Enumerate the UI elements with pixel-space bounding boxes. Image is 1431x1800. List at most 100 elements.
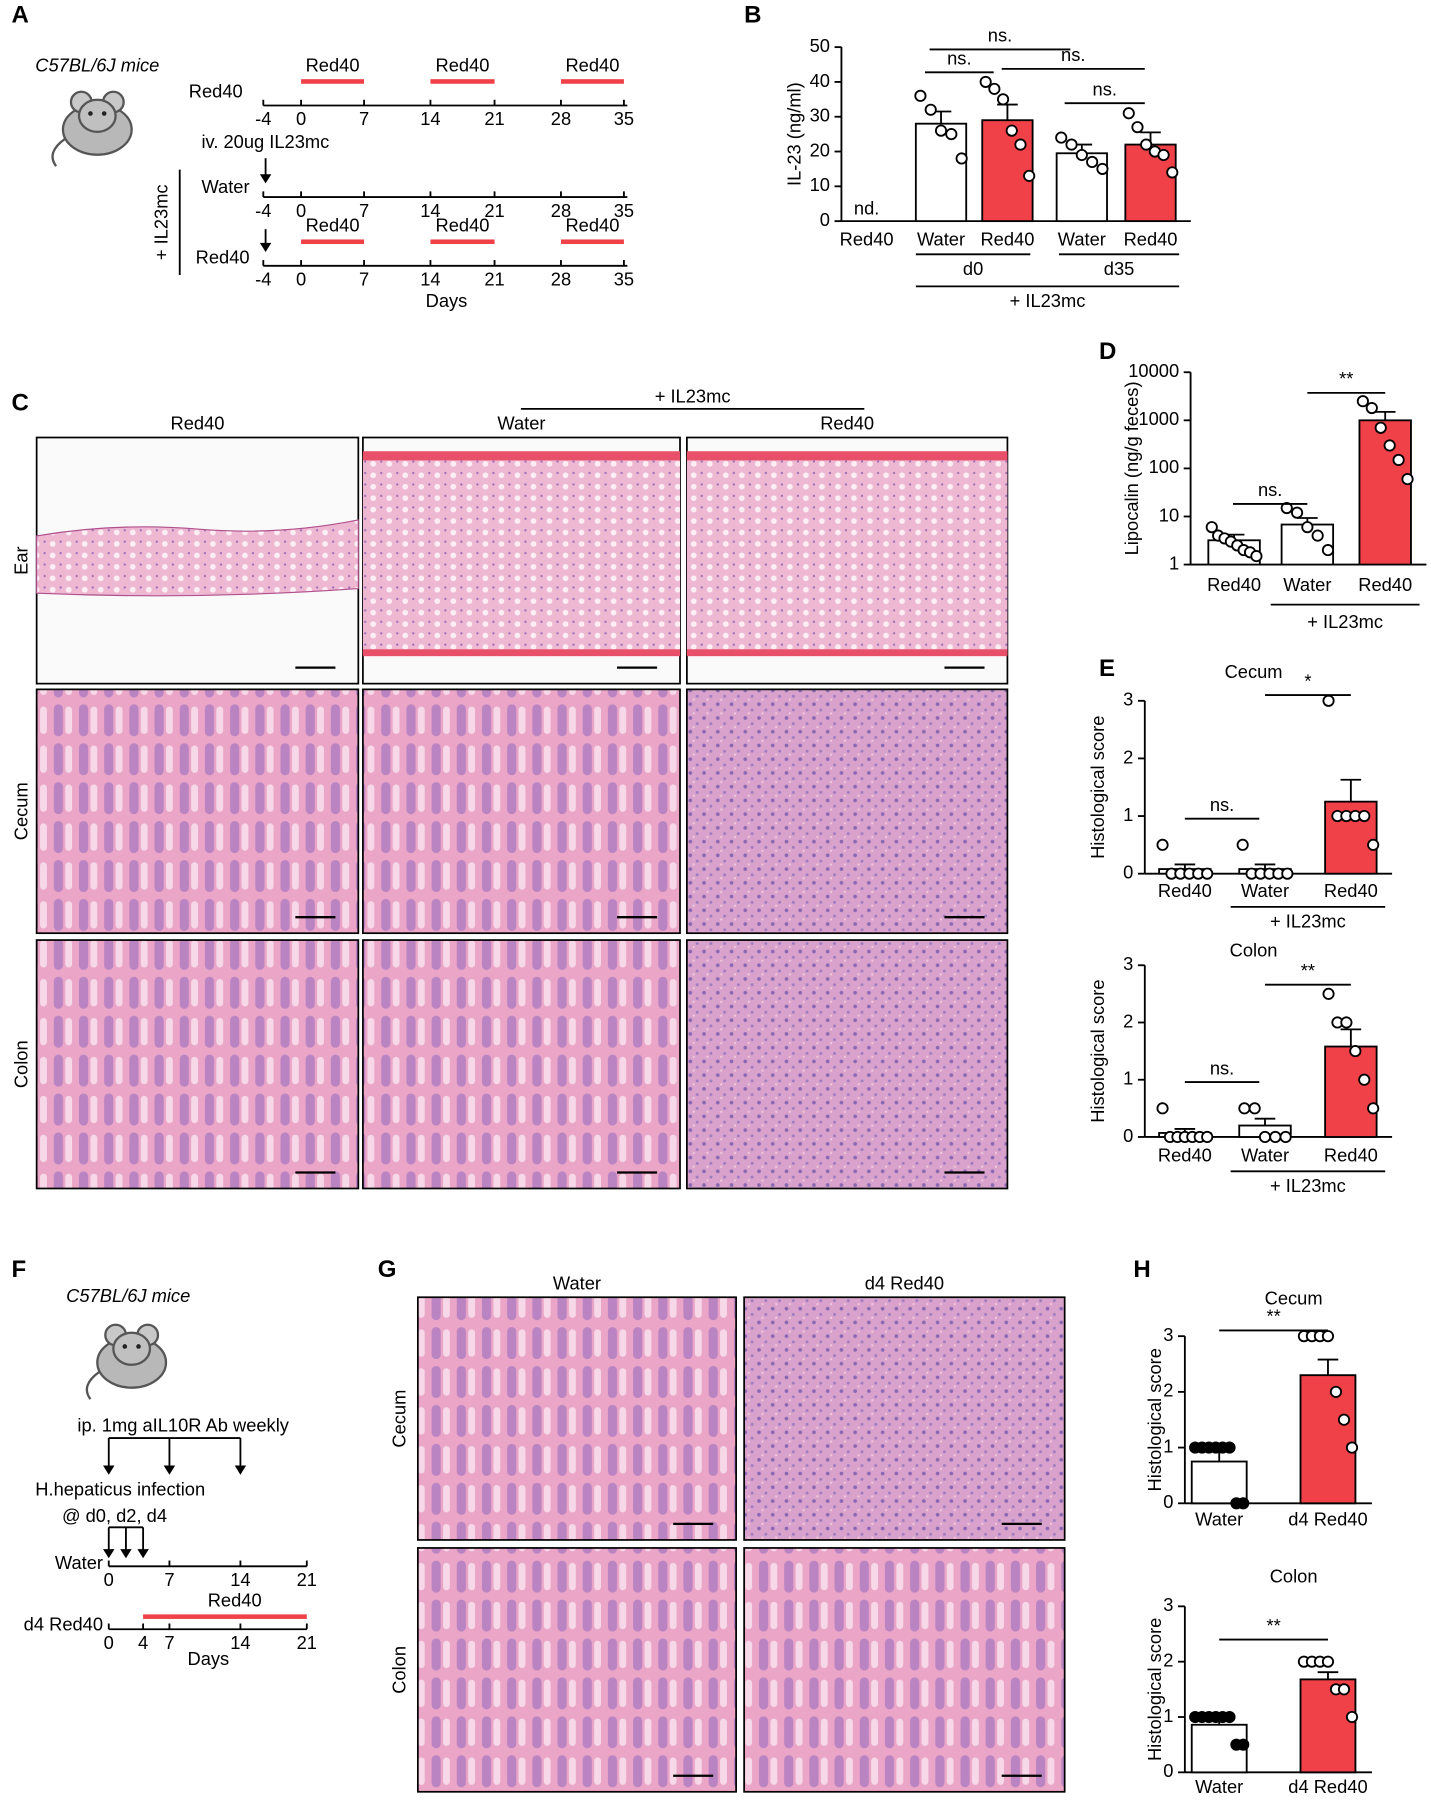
- x-tick-label: Water: [1195, 1508, 1243, 1529]
- treatment-bar: [560, 239, 624, 245]
- y-tick-label: 40: [810, 70, 830, 91]
- significance-label: ns.: [1210, 794, 1234, 815]
- x-tick-label: Water: [917, 228, 965, 249]
- data-point: [1301, 521, 1314, 534]
- x-tick-label: Red40: [1158, 880, 1212, 901]
- group-label: d0: [963, 258, 983, 279]
- tissue: [36, 519, 359, 597]
- tissue-edge: [362, 649, 681, 657]
- y-tick-label: 0: [1123, 862, 1133, 883]
- panel-label: C: [11, 390, 28, 417]
- panel-label: F: [11, 1256, 26, 1283]
- y-axis-label: Histological score: [1087, 979, 1108, 1122]
- panel-label: A: [11, 2, 28, 29]
- timeline-label: 21: [297, 1632, 317, 1653]
- row-label: Cecum: [11, 782, 32, 840]
- row-label: Colon: [389, 1646, 410, 1694]
- treatment-bar: [430, 79, 495, 84]
- data-point: [1156, 1102, 1169, 1115]
- timeline-label: 21: [297, 1569, 317, 1590]
- chart-title: Cecum: [1265, 1287, 1323, 1308]
- data-point: [1238, 1102, 1251, 1115]
- y-axis-label: Histological score: [1144, 1618, 1165, 1761]
- panel-label: B: [744, 2, 761, 29]
- data-point: [1122, 107, 1135, 120]
- significance-label: **: [1339, 368, 1353, 389]
- tissue-edge: [362, 451, 681, 461]
- tissue: [362, 454, 681, 656]
- histology-image: [35, 939, 360, 1190]
- chart-title: Cecum: [1225, 661, 1283, 682]
- y-tick-label: 2: [1123, 1010, 1133, 1031]
- y-tick-label: 1: [1163, 1705, 1173, 1726]
- data-point: [1358, 809, 1371, 823]
- data-point: [1250, 550, 1263, 563]
- timeline-label: 14: [230, 1632, 250, 1653]
- arrow-head: [234, 1465, 247, 1475]
- bar: [914, 122, 968, 223]
- data-point: [1280, 501, 1293, 515]
- significance-label: ns.: [1210, 1057, 1234, 1078]
- data-point: [914, 89, 927, 102]
- data-point: [1322, 987, 1335, 1000]
- data-point: [1365, 401, 1378, 415]
- chart-title: Colon: [1230, 939, 1278, 960]
- timeline-label: 35: [614, 269, 634, 290]
- timeline-label: 0: [104, 1632, 114, 1653]
- timeline-label: 7: [164, 1569, 174, 1590]
- significance-label: ns.: [1093, 78, 1117, 99]
- significance-label: *: [1304, 670, 1311, 691]
- data-point: [1337, 1413, 1351, 1426]
- y-tick-label: 0: [1163, 1760, 1173, 1781]
- data-point: [1329, 1385, 1343, 1398]
- axis-label: Days: [426, 290, 468, 311]
- data-point: [1236, 838, 1249, 851]
- data-point: [1322, 694, 1335, 707]
- strain-label: C57BL/6J mice: [66, 1285, 190, 1306]
- y-tick-label: 3: [1123, 953, 1133, 974]
- data-point: [1311, 529, 1324, 542]
- timeline-label: 0: [296, 108, 306, 129]
- y-axis-label: Histological score: [1144, 1348, 1165, 1491]
- y-tick-label: 1: [1123, 1068, 1133, 1089]
- significance-label: **: [1266, 1615, 1280, 1636]
- histology-image: [416, 1547, 737, 1793]
- group-label: + IL23mc: [655, 385, 731, 406]
- column-label: d4 Red40: [865, 1272, 944, 1293]
- data-point: [1345, 1710, 1359, 1724]
- timeline-label: -4: [255, 200, 271, 221]
- histology-image: [35, 688, 360, 935]
- timeline-label: 7: [359, 108, 369, 129]
- panel-label: H: [1133, 1256, 1150, 1283]
- data-point: [1279, 1130, 1292, 1144]
- data-point: [1367, 838, 1380, 851]
- x-tick-label: Red40: [1358, 574, 1412, 595]
- group-label: + IL23mc: [1010, 290, 1086, 311]
- x-tick-label: Water: [1058, 228, 1106, 249]
- timeline-label: -4: [255, 269, 271, 290]
- timeline-label: 7: [359, 200, 369, 221]
- arrow-head: [259, 242, 272, 253]
- data-point: [1345, 1441, 1359, 1454]
- timeline-label: 21: [484, 269, 504, 290]
- panel-label: G: [378, 1256, 397, 1283]
- data-point: [1096, 162, 1109, 175]
- data-point: [1201, 867, 1214, 880]
- significance-label: ns.: [1061, 44, 1085, 65]
- data-point: [1075, 148, 1088, 162]
- bar: [981, 119, 1034, 223]
- row-label: Water: [55, 1552, 103, 1573]
- data-point: [924, 103, 937, 116]
- data-point: [1290, 506, 1304, 519]
- treatment-label: Red40: [565, 215, 619, 236]
- y-tick-label: 10000: [1128, 360, 1179, 381]
- histology-image: [686, 688, 1009, 935]
- column-label: Water: [553, 1272, 601, 1293]
- y-tick-label: 100: [1149, 456, 1180, 477]
- group-label: + IL23mc: [1270, 911, 1346, 932]
- treatment-bar: [560, 79, 624, 84]
- treatment-label: Red40: [306, 215, 360, 236]
- histology-image: [686, 939, 1009, 1190]
